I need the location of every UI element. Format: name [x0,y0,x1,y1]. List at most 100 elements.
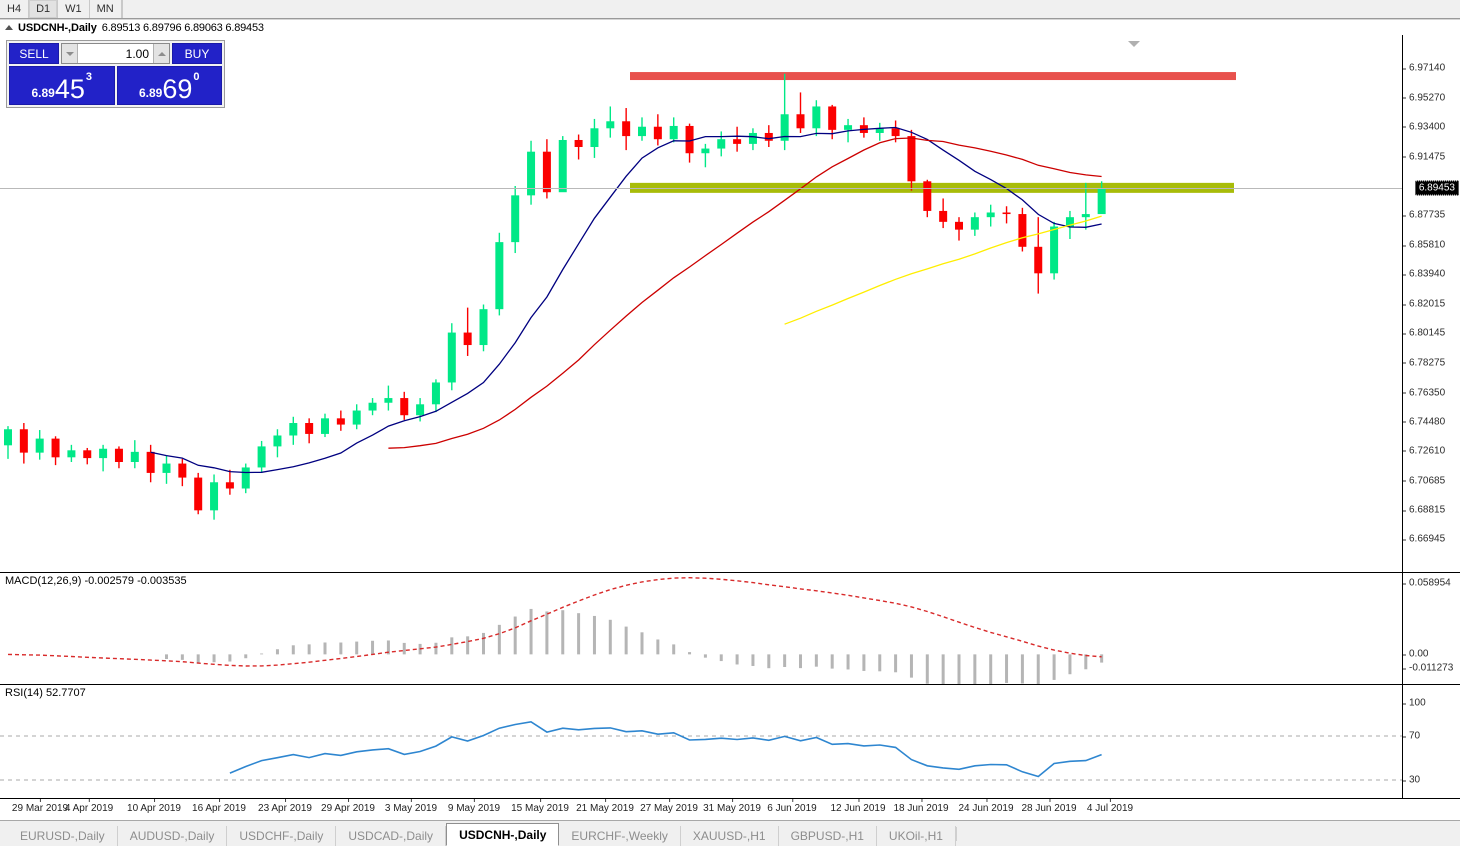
volume-increase-button[interactable] [153,44,169,63]
macd-axis-tick: -0.011273 [1403,663,1460,674]
rsi-plot [0,720,1402,781]
price-axis-tick: 6.95270 [1403,92,1460,103]
candlestick-plot [4,72,1236,520]
price-axis-tick: 6.74480 [1403,416,1460,427]
time-axis-label: 10 Apr 2019 [127,799,181,814]
price-axis-tick: 6.87735 [1403,210,1460,221]
price-axis-tick: 6.93400 [1403,121,1460,132]
timeframe-toolbar: H4 D1 W1 MN [0,0,1460,19]
volume-decrease-button[interactable] [62,44,78,63]
timeframe-button-w1[interactable]: W1 [58,0,90,18]
time-axis-label: 23 Apr 2019 [258,799,312,814]
macd-axis-tick: 0.00 [1403,649,1460,660]
tab-separator [955,826,957,841]
rsi-axis-tick: 70 [1403,731,1460,742]
toolbar-empty-space [121,0,1460,18]
chevron-down-icon [65,51,74,56]
timeframe-button-mn[interactable]: MN [89,0,122,18]
time-axis-label: 29 Mar 2019 [11,799,69,814]
time-axis-label: 15 May 2019 [511,799,569,814]
collapse-triangle-icon[interactable] [5,25,13,30]
price-axis[interactable]: 6.97140 6.95270 6.93400 6.91475 6.87735 6.858… [1402,35,1460,572]
price-axis-tick: 6.68815 [1403,505,1460,516]
time-axis-label: 18 Jun 2019 [893,799,949,814]
chart-tab[interactable]: EURUSD-,Daily [8,826,118,846]
time-axis-label: 6 Jun 2019 [767,799,817,814]
chart-window[interactable]: USDCNH-,Daily 6.89513 6.89796 6.89063 6.… [0,19,1460,821]
price-axis-tick: 6.91475 [1403,151,1460,162]
buy-button-label: BUY [184,46,210,61]
timeframe-button-d1[interactable]: D1 [29,0,59,18]
timeframe-label: W1 [65,3,82,15]
timeframe-label: MN [96,3,114,15]
buy-button[interactable]: BUY [172,43,222,64]
price-pane[interactable]: 6.97140 6.95270 6.93400 6.91475 6.87735 6.858… [0,35,1460,572]
time-axis-label: 21 May 2019 [576,799,634,814]
chart-tab[interactable]: USDCAD-,Daily [336,826,447,846]
chart-tab[interactable]: UKOil-,H1 [877,826,956,846]
chart-symbol-label: USDCNH-,Daily [18,21,97,34]
price-axis-tick: 6.97140 [1403,63,1460,74]
volume-input[interactable]: 1.00 [78,44,153,63]
chart-tab[interactable]: USDCHF-,Daily [227,826,337,846]
sell-price-main: 45 [54,74,85,104]
time-axis-label: 28 Jun 2019 [1021,799,1077,814]
price-axis-tick: 6.70685 [1403,475,1460,486]
rsi-axis-tick: 100 [1403,698,1460,709]
sell-price-prefix: 6.89 [31,86,55,100]
rsi-label: RSI(14) 52.7707 [5,687,86,699]
time-axis-label: 4 Apr 2019 [64,799,114,814]
trade-panel-top-row: SELL 1.00 BUY [7,41,224,64]
time-axis-label: 12 Jun 2019 [830,799,886,814]
sell-button[interactable]: SELL [9,43,59,64]
trade-panel-prices-row: 6.89 45 3 6.89 69 0 [7,64,224,107]
chart-ohlc-values: 6.89513 6.89796 6.89063 6.89453 [101,21,264,34]
chart-tab[interactable]: XAUUSD-,H1 [681,826,779,846]
time-axis-label: 24 Jun 2019 [958,799,1014,814]
timeframe-label: D1 [36,3,51,15]
buy-price-fraction: 0 [193,71,200,83]
time-axis-label: 4 Jul 2019 [1086,799,1134,814]
price-axis-tick: 6.76350 [1403,387,1460,398]
time-axis-label: 29 Apr 2019 [321,799,375,814]
time-axis-label: 3 May 2019 [384,799,438,814]
price-axis-tick: 6.78275 [1403,357,1460,368]
chart-tab-bar[interactable]: EURUSD-,Daily AUDUSD-,Daily USDCHF-,Daily U… [0,820,1460,846]
time-axis-label: 9 May 2019 [447,799,501,814]
sell-price-fraction: 3 [85,71,93,83]
price-axis-tick: 6.80145 [1403,328,1460,339]
price-axis-tick: 6.66945 [1403,534,1460,545]
volume-stepper[interactable]: 1.00 [61,43,170,64]
buy-price-main: 69 [162,74,193,104]
time-axis: 29 Mar 2019 4 Apr 2019 10 Apr 2019 16 Apr 2… [0,798,1460,820]
price-axis-tick: 6.72610 [1403,445,1460,456]
timeframe-label: H4 [7,3,22,15]
time-axis-label: 31 May 2019 [703,799,761,814]
macd-pane[interactable]: MACD(12,26,9) -0.002579 -0.003535 0.0589… [0,572,1460,685]
macd-axis: 0.058954 0.00 -0.011273 [1402,573,1460,684]
one-click-trading-panel[interactable]: SELL 1.00 BUY 6.89 45 3 6.89 69 0 [6,40,225,108]
macd-axis-tick: 0.058954 [1403,578,1460,589]
price-axis-tick: 6.82015 [1403,299,1460,310]
time-axis-label: 27 May 2019 [640,799,698,814]
macd-plot [7,576,1104,685]
chart-scroll-marker-icon[interactable] [1128,41,1140,47]
timeframe-button-h4[interactable]: H4 [0,0,30,18]
chart-tab[interactable]: EURCHF-,Weekly [559,826,681,846]
chart-tab[interactable]: USDCNH-,Daily [446,823,560,846]
price-axis-tick: 6.85810 [1403,240,1460,251]
chart-tab[interactable]: AUDUSD-,Daily [118,826,228,846]
chevron-up-icon [157,51,166,56]
buy-price-box[interactable]: 6.89 69 0 [116,66,222,105]
sell-button-label: SELL [19,46,49,61]
rsi-axis-tick: 30 [1403,775,1460,786]
chart-tab[interactable]: GBPUSD-,H1 [779,826,877,846]
chart-header: USDCNH-,Daily 6.89513 6.89796 6.89063 6.… [0,20,1460,35]
macd-label: MACD(12,26,9) -0.002579 -0.003535 [5,575,187,587]
sell-price-box[interactable]: 6.89 45 3 [9,66,115,105]
price-crosshair-line [0,188,1402,190]
price-axis-tick: 6.83940 [1403,269,1460,280]
time-axis-label: 16 Apr 2019 [192,799,246,814]
buy-price-prefix: 6.89 [138,86,163,100]
